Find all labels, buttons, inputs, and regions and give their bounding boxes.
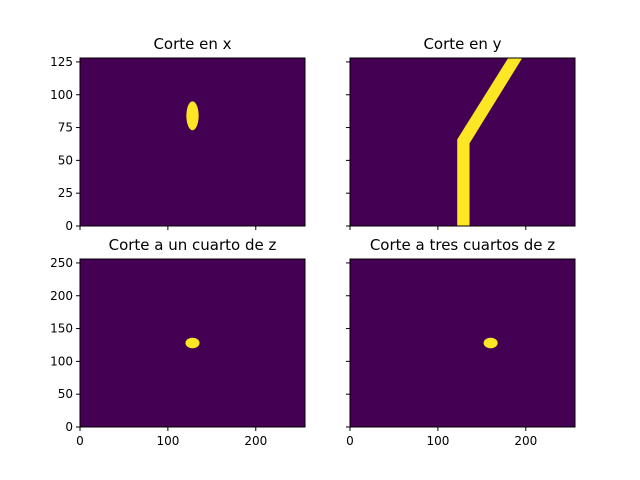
y-tick-label: 100 <box>50 88 73 102</box>
axes-frame <box>349 258 576 428</box>
chart-title: Corte a un cuarto de z <box>109 236 277 254</box>
y-tick-label: 100 <box>50 354 73 368</box>
chart-title: Corte en y <box>423 35 501 53</box>
y-tick-label: 250 <box>50 256 73 270</box>
y-tick-label: 150 <box>50 322 73 336</box>
y-tick-label: 125 <box>50 55 73 69</box>
y-tick-label: 200 <box>50 289 73 303</box>
panel-2: Corte en y <box>346 35 576 230</box>
mask-region <box>457 58 523 226</box>
y-tick-label: 0 <box>65 219 73 233</box>
mask-region <box>483 337 498 349</box>
axes-frame <box>79 57 306 227</box>
panel-4: 0 100 200 Corte a tres cuartos de z <box>346 236 576 448</box>
x-tick-label: 100 <box>426 434 449 448</box>
y-tick-label: 0 <box>65 420 73 434</box>
image-background <box>350 259 575 427</box>
y-tick-label: 25 <box>58 186 73 200</box>
axes-frame <box>349 57 576 227</box>
x-tick-label: 0 <box>346 434 354 448</box>
image-background <box>80 58 305 226</box>
y-tick-label: 75 <box>58 121 73 135</box>
chart-title: Corte a tres cuartos de z <box>370 236 555 254</box>
chart-title: Corte en x <box>153 35 231 53</box>
x-tick-label: 200 <box>244 434 267 448</box>
axes-frame <box>79 258 306 428</box>
panel-1: 0 25 50 75 100 125 Corte en x <box>50 35 306 233</box>
mask-region <box>185 337 200 349</box>
y-tick-label: 50 <box>58 387 73 401</box>
panel-3: 0 100 200 0 50 100 150 200 250 Corte a un cuarto … <box>50 236 306 448</box>
x-tick-label: 100 <box>156 434 179 448</box>
x-tick-label: 200 <box>514 434 537 448</box>
x-tick-label: 0 <box>76 434 84 448</box>
mask-region <box>186 101 199 131</box>
y-tick-label: 50 <box>58 153 73 167</box>
